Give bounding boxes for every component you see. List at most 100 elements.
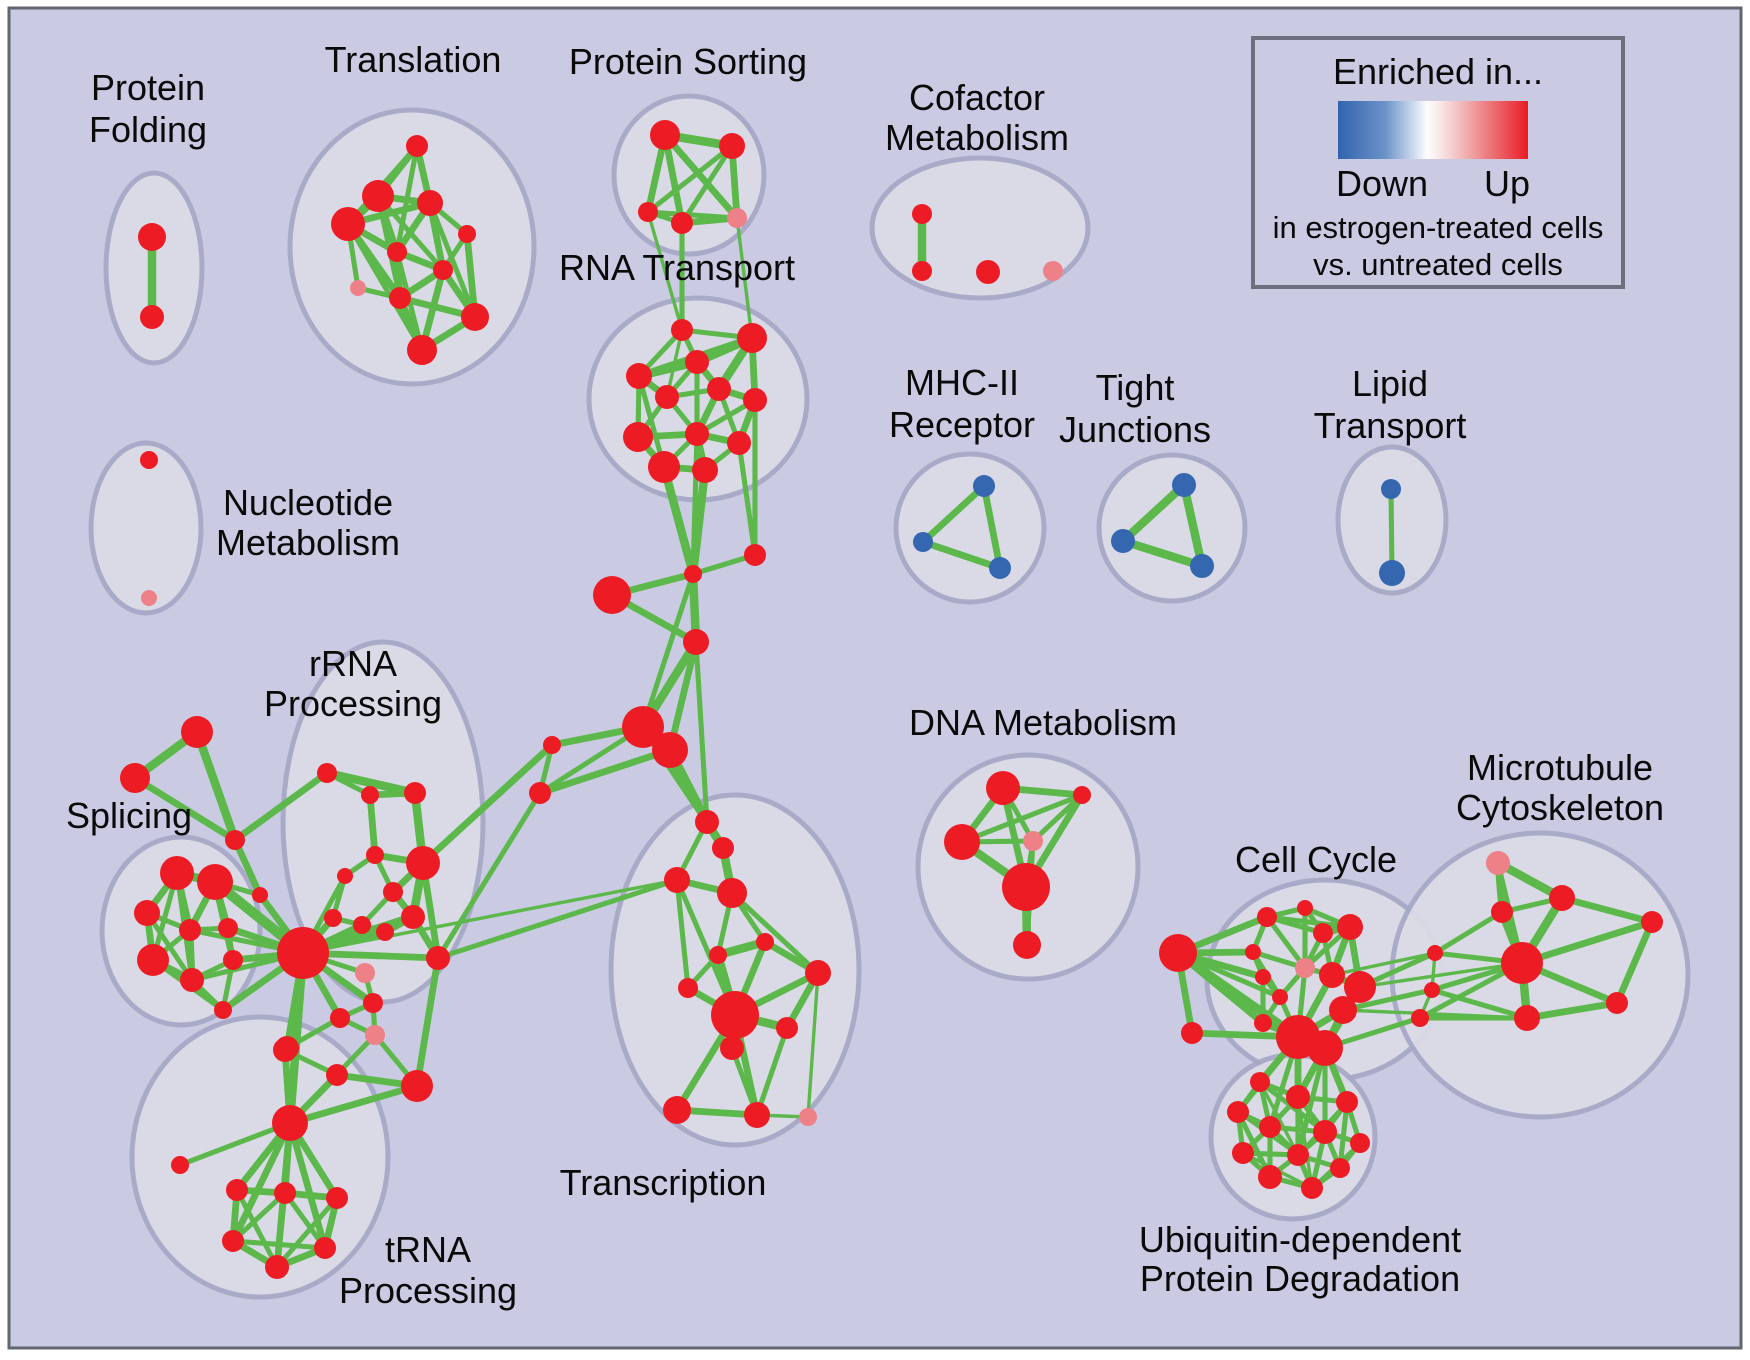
geneset-node-rr13 xyxy=(426,946,450,970)
geneset-node-r4 xyxy=(685,350,709,374)
edge-rr6-j7 xyxy=(419,741,556,867)
edge-r11-j1 xyxy=(659,462,698,579)
geneset-node-cc14 xyxy=(1307,1030,1343,1066)
edge-tn3-tn7 xyxy=(234,1187,280,1270)
geneset-node-c13 xyxy=(744,1102,770,1128)
cluster-label-mhc-ii-receptor: MHC-II Receptor xyxy=(889,362,1035,445)
geneset-node-r7 xyxy=(743,388,767,412)
geneset-node-s10 xyxy=(180,968,204,992)
geneset-node-s1 xyxy=(181,716,213,748)
edge-tn4-tn8 xyxy=(282,1190,328,1251)
edge-s3-rr1 xyxy=(231,769,331,844)
geneset-node-r9 xyxy=(685,422,709,446)
geneset-node-r10 xyxy=(727,431,751,455)
geneset-node-mt5 xyxy=(1514,1005,1540,1031)
geneset-node-j8 xyxy=(529,782,551,804)
geneset-node-tj1 xyxy=(1172,473,1196,497)
edge-cc7-mc1 xyxy=(1330,951,1437,977)
edge-d2-d3 xyxy=(959,792,1085,845)
geneset-node-tn3 xyxy=(226,1179,248,1201)
geneset-node-r12 xyxy=(692,457,718,483)
geneset-node-t5 xyxy=(458,225,476,243)
edge-ps1-ps5 xyxy=(661,131,741,222)
geneset-node-j1 xyxy=(684,565,702,583)
geneset-node-cc1 xyxy=(1257,907,1277,927)
geneset-node-mt3 xyxy=(1501,942,1543,984)
geneset-node-t8 xyxy=(350,280,366,296)
edge-s3-s13 xyxy=(231,836,264,899)
cluster-label-splicing: Splicing xyxy=(66,795,192,836)
geneset-node-mt2 xyxy=(1491,901,1513,923)
geneset-node-c5 xyxy=(756,933,774,951)
edge-u1-u9 xyxy=(1258,1080,1300,1157)
geneset-node-u8 xyxy=(1232,1142,1254,1164)
geneset-node-c10 xyxy=(776,1017,798,1039)
geneset-node-d5 xyxy=(1002,863,1050,911)
edge-mc1-mt2 xyxy=(1432,909,1505,956)
cluster-label-nucleotide-metabolism: Nucleotide Metabolism xyxy=(216,482,400,563)
geneset-node-cc9 xyxy=(1272,989,1288,1005)
legend-subline1: in estrogen-treated cells xyxy=(1273,210,1604,245)
geneset-node-tn7 xyxy=(265,1255,289,1279)
edge-mc2-mt5 xyxy=(1429,987,1530,1021)
geneset-node-u6 xyxy=(1313,1120,1337,1144)
edge-tj1-tj2 xyxy=(1118,480,1189,546)
legend-title: Enriched in... xyxy=(1333,51,1543,92)
cluster-label-microtubule-cytoskeleton: Microtubule Cytoskeleton xyxy=(1456,747,1664,828)
edge-j4-j6 xyxy=(666,638,700,754)
geneset-node-rr8 xyxy=(324,909,342,927)
edge-th-tn8 xyxy=(286,1119,329,1252)
cluster-label-ubiquitin-degradation: Ubiquitin-dependent Protein Degradation xyxy=(1139,1219,1461,1299)
geneset-node-cf1 xyxy=(912,204,932,224)
geneset-node-t7 xyxy=(433,260,453,280)
edge-th-tn2 xyxy=(177,1120,293,1168)
geneset-node-rr11 xyxy=(401,905,425,929)
network-nodes xyxy=(120,120,1663,1279)
edge-c3-c7 xyxy=(674,877,691,991)
geneset-node-l2 xyxy=(1379,560,1405,586)
edge-mt3-mt6 xyxy=(1518,918,1656,967)
geneset-node-t10 xyxy=(461,303,489,331)
edge-cc11-mc2 xyxy=(1340,987,1435,1013)
geneset-node-cc6 xyxy=(1295,958,1315,978)
geneset-node-d1 xyxy=(986,771,1020,805)
geneset-node-c11 xyxy=(720,1036,744,1060)
edge-tj2-tj3 xyxy=(1118,536,1207,571)
geneset-node-t4 xyxy=(331,207,365,241)
geneset-node-s8 xyxy=(218,918,238,938)
edge-rr13-rr18 xyxy=(413,954,442,1090)
geneset-node-s4 xyxy=(160,856,194,890)
geneset-node-j7 xyxy=(543,736,561,754)
geneset-node-rr5 xyxy=(337,868,353,884)
geneset-node-c6 xyxy=(709,946,727,964)
legend-gradient-bar xyxy=(1338,101,1528,159)
geneset-node-u5 xyxy=(1259,1116,1281,1138)
edge-u3-u10 xyxy=(1337,1099,1350,1171)
geneset-node-th xyxy=(272,1105,308,1141)
geneset-node-s5 xyxy=(197,864,233,900)
edge-cch-cc13 xyxy=(1173,948,1303,1042)
geneset-node-rr18 xyxy=(401,1070,433,1102)
geneset-node-r8 xyxy=(623,422,653,452)
geneset-node-j6 xyxy=(652,732,688,768)
geneset-node-cc5 xyxy=(1245,944,1261,960)
legend: Enriched in... Down Up in estrogen-treat… xyxy=(1251,36,1625,289)
geneset-node-t2 xyxy=(362,180,394,212)
geneset-node-cf2 xyxy=(912,261,932,281)
edge-j4-c1 xyxy=(693,639,710,825)
geneset-node-c4 xyxy=(717,878,747,908)
cluster-label-trna-processing: tRNA Processing xyxy=(339,1229,517,1311)
legend-up-label: Up xyxy=(1484,163,1530,204)
edge-s2-s3 xyxy=(131,774,239,844)
edge-r10-j3 xyxy=(736,440,758,558)
edge-tj1-tj3 xyxy=(1179,480,1207,571)
edge-tn5-tn7 xyxy=(274,1195,340,1270)
cluster-label-transcription: Transcription xyxy=(560,1162,767,1203)
geneset-node-hub xyxy=(277,927,329,979)
geneset-node-cc12 xyxy=(1254,1014,1272,1032)
geneset-node-m1 xyxy=(973,475,995,497)
geneset-node-cc11 xyxy=(1329,996,1357,1024)
geneset-node-u3 xyxy=(1336,1091,1358,1113)
geneset-node-mc2 xyxy=(1424,982,1440,998)
cluster-ellipse-mhc-ii-receptor xyxy=(893,451,1047,605)
